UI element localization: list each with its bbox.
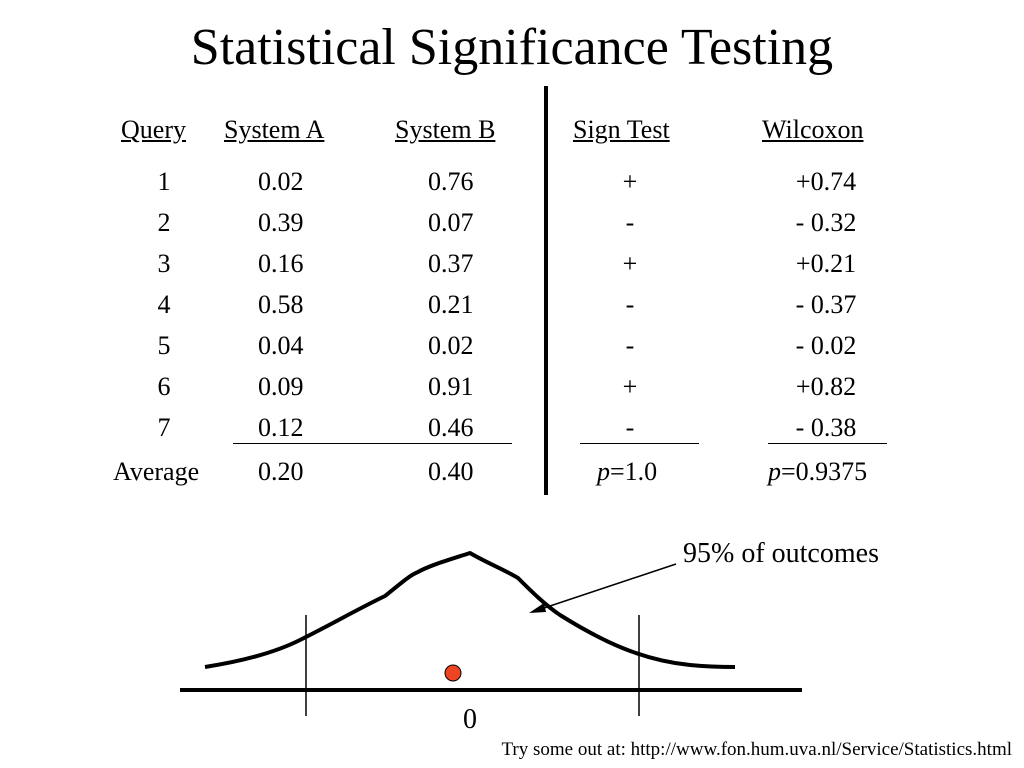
cell-system-a: 0.04 (258, 331, 304, 360)
axis-zero-label: 0 (463, 704, 477, 735)
cell-wilcoxon: - 0.02 (795, 331, 857, 360)
cell-wilcoxon: +0.82 (795, 372, 857, 401)
annotation-arrow (537, 563, 677, 611)
observed-point (444, 664, 462, 682)
cell-sign-test: - (625, 208, 635, 237)
cell-system-b: 0.91 (428, 372, 474, 401)
cell-query: 3 (157, 249, 171, 278)
bell-curve (204, 551, 736, 669)
average-system-b: 0.40 (428, 457, 474, 486)
cell-system-a: 0.39 (258, 208, 304, 237)
p-value: =1.0 (610, 457, 658, 486)
cell-query: 1 (157, 167, 171, 196)
column-divider (544, 86, 548, 495)
average-label: Average (113, 457, 200, 486)
header-system-b: System B (395, 115, 496, 144)
p-value: =0.9375 (781, 457, 868, 486)
slide-title: Statistical Significance Testing (190, 19, 834, 76)
cell-system-b: 0.76 (428, 167, 474, 196)
cell-query: 2 (157, 208, 171, 237)
header-wilcoxon: Wilcoxon (762, 115, 864, 144)
cell-system-a: 0.58 (258, 290, 304, 319)
cell-query: 4 (157, 290, 171, 319)
cell-system-a: 0.02 (258, 167, 304, 196)
cell-system-a: 0.16 (258, 249, 304, 278)
cell-system-b: 0.02 (428, 331, 474, 360)
cell-query: 7 (157, 413, 171, 442)
cell-system-a: 0.12 (258, 413, 304, 442)
cell-sign-test: + (622, 167, 638, 196)
cell-system-b: 0.46 (428, 413, 474, 442)
wilcoxon-p-value: p=0.9375 (768, 456, 867, 488)
cell-sign-test: - (625, 290, 635, 319)
cell-wilcoxon: - 0.37 (795, 290, 857, 319)
cell-query: 6 (157, 372, 171, 401)
average-system-a: 0.20 (258, 457, 304, 486)
cell-wilcoxon: +0.21 (795, 249, 857, 278)
cell-sign-test: - (625, 413, 635, 442)
average-rule-wilcoxon (768, 443, 887, 444)
cell-sign-test: + (622, 372, 638, 401)
footer-link-text: Try some out at: http://www.fon.hum.uva.… (501, 739, 1012, 760)
average-rule-systems (233, 443, 512, 444)
average-rule-sign (580, 443, 699, 444)
header-query: Query (121, 115, 186, 144)
p-symbol: p (768, 457, 781, 486)
cell-system-b: 0.37 (428, 249, 474, 278)
arrow-head-icon (529, 603, 546, 613)
cell-wilcoxon: +0.74 (795, 167, 857, 196)
cell-sign-test: - (625, 331, 635, 360)
annotation-label: 95% of outcomes (683, 538, 879, 569)
cell-sign-test: + (622, 249, 638, 278)
header-sign-test: Sign Test (573, 115, 670, 144)
cell-system-a: 0.09 (258, 372, 304, 401)
sign-test-p-value: p=1.0 (597, 456, 657, 488)
header-system-a: System A (224, 115, 325, 144)
cell-wilcoxon: - 0.32 (795, 208, 857, 237)
cell-query: 5 (157, 331, 171, 360)
cell-wilcoxon: - 0.38 (795, 413, 857, 442)
cell-system-b: 0.07 (428, 208, 474, 237)
p-symbol: p (597, 457, 610, 486)
cell-system-b: 0.21 (428, 290, 474, 319)
